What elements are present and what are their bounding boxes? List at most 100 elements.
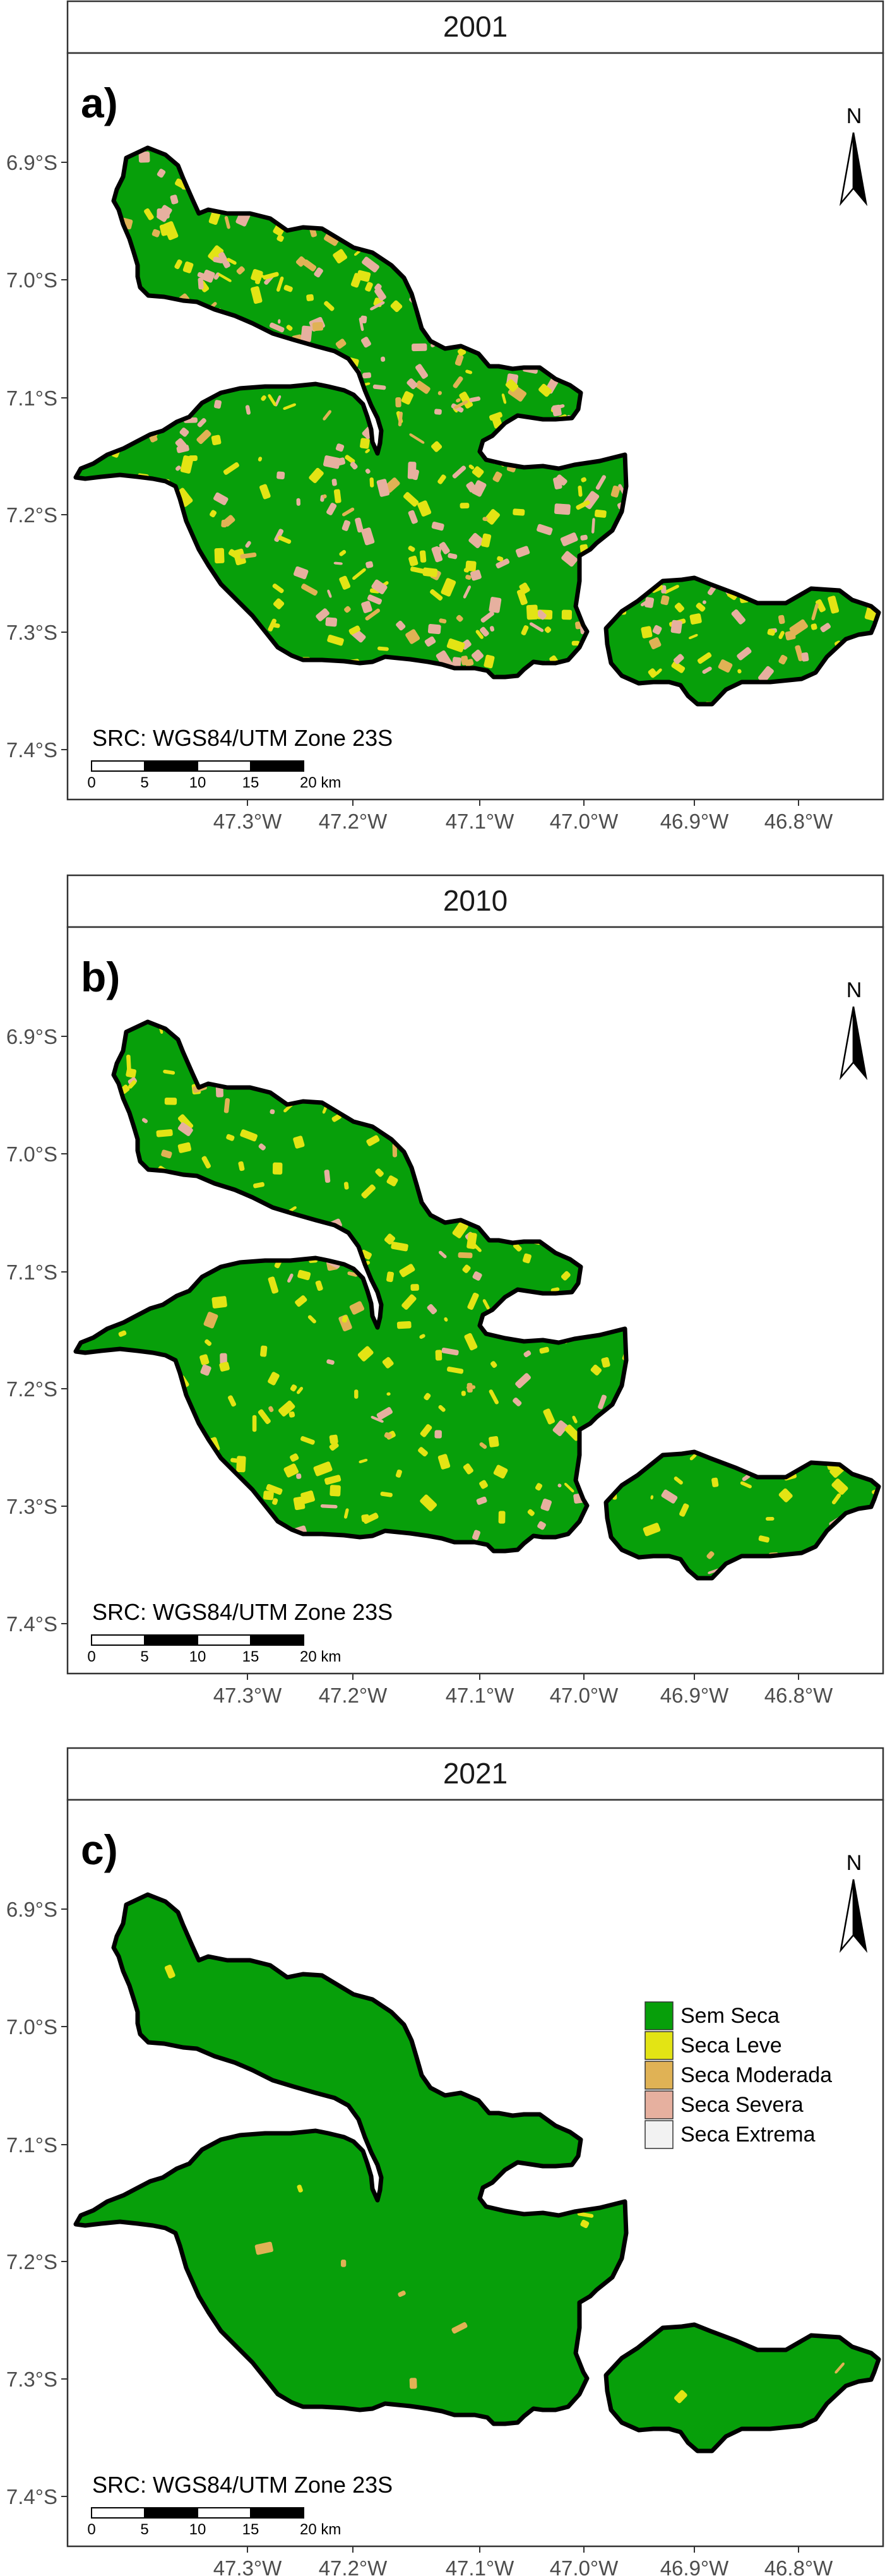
patch-orange: [349, 1301, 365, 1315]
patch-yellow: [578, 485, 583, 497]
patch-pink: [580, 534, 588, 541]
patch-yellow: [118, 1330, 127, 1337]
patch-yellow: [461, 1391, 466, 1396]
patch-yellow: [266, 1483, 283, 1495]
region-main-outline: [73, 145, 629, 680]
patch-orange: [458, 1252, 473, 1259]
patch-yellow: [258, 457, 263, 462]
patch-pink: [275, 395, 282, 407]
patch-yellow: [273, 598, 285, 609]
patch-yellow: [228, 549, 241, 560]
patch-yellow: [210, 510, 217, 518]
patch-pink: [424, 636, 436, 647]
north-label: N: [846, 978, 862, 1002]
patch-orange: [398, 2291, 406, 2297]
legend-label: Sem Seca: [680, 2004, 780, 2028]
panel-letter: a): [81, 80, 118, 126]
patch-pink: [537, 1521, 546, 1530]
patch-yellow: [663, 585, 679, 594]
patch-pink: [463, 585, 471, 599]
patch-orange: [706, 1551, 715, 1559]
scale-bar-label: 5: [140, 774, 148, 791]
patch-yellow: [679, 1503, 689, 1517]
patch-yellow: [272, 1162, 283, 1175]
patch-pink: [670, 620, 682, 634]
region-main-outline: [73, 1892, 629, 2426]
patch-yellow: [211, 434, 222, 445]
legend-swatch: [644, 2120, 674, 2149]
patch-pink: [320, 1504, 338, 1509]
x-tick-label: 47.2°W: [319, 810, 388, 833]
patch-yellow: [286, 325, 293, 331]
patch-yellow: [276, 276, 284, 292]
patch-pink: [200, 1364, 211, 1376]
patch-yellow: [263, 272, 279, 280]
patch-yellow: [272, 584, 284, 594]
patch-pink: [177, 1122, 193, 1136]
y-tick-label: 6.9°S: [6, 1025, 57, 1048]
patch-pink: [296, 498, 300, 506]
patch-pink: [245, 541, 251, 548]
patch-yellow: [399, 1264, 415, 1278]
x-tick-label: 47.1°W: [446, 810, 514, 833]
patch-yellow: [475, 630, 484, 639]
patch-yellow: [641, 626, 653, 638]
patch-orange: [223, 1098, 230, 1113]
y-tick-label: 6.9°S: [6, 1898, 57, 1921]
y-tick-label: 7.1°S: [6, 2133, 57, 2157]
x-tick-label: 47.0°W: [550, 1684, 619, 1707]
patch-yellow: [324, 1475, 342, 1485]
patch-orange: [835, 2362, 845, 2374]
patch-yellow: [395, 1469, 402, 1478]
patch-pink: [471, 649, 484, 662]
patch-pink: [801, 652, 809, 662]
y-tick-label: 7.2°S: [6, 2250, 57, 2273]
patch-yellow: [365, 448, 370, 453]
patch-yellow: [424, 1393, 431, 1401]
patch-yellow: [601, 1357, 610, 1368]
patch-pink: [141, 1118, 148, 1123]
patch-yellow: [420, 1494, 437, 1512]
patch-yellow: [430, 589, 443, 601]
patch-pink: [448, 553, 458, 560]
patch-yellow: [228, 1395, 237, 1407]
patch-yellow: [227, 258, 237, 265]
patch-orange: [312, 321, 324, 332]
patch-yellow: [580, 2219, 590, 2229]
patch-orange: [479, 1442, 487, 1449]
patch-yellow: [576, 500, 590, 510]
y-tick-label: 7.0°S: [6, 268, 57, 292]
scale-bar-label: 0: [87, 1648, 95, 1665]
patch-pink: [529, 622, 544, 632]
patch-yellow: [251, 286, 263, 304]
patch-yellow: [313, 1461, 333, 1477]
legend-swatch: [644, 2001, 674, 2030]
patch-orange: [451, 2322, 468, 2334]
patch-pink: [595, 475, 607, 490]
patch-orange: [151, 229, 160, 237]
patch-pink: [427, 624, 441, 635]
patch-pink: [350, 462, 358, 470]
patch-yellow: [408, 546, 415, 552]
scale-bar: 0 5 10 15 20 km: [87, 1634, 341, 1665]
patch-yellow: [240, 1129, 258, 1142]
patch-yellow: [180, 455, 194, 474]
patch-yellow: [342, 1315, 348, 1323]
map-panel-2010: 2010 b) 6.9°S 7.0°S 7.1°S 7.2°S 7.3°S 7.4°S 47.3…: [6, 874, 884, 1707]
patch-yellow: [465, 369, 473, 374]
patch-pink: [439, 542, 450, 554]
patch-pink: [359, 317, 364, 332]
patch-pink: [644, 597, 655, 608]
crs-label: SRC: WGS84/UTM Zone 23S: [92, 1599, 393, 1625]
patch-yellow: [359, 1458, 368, 1464]
patch-pink: [554, 503, 571, 515]
panel-letter: b): [81, 954, 120, 1000]
scale-bar-label: 0: [87, 2521, 95, 2538]
facet-strip: [66, 874, 884, 928]
patch-yellow: [444, 1317, 448, 1322]
patch-yellow: [366, 1135, 380, 1146]
patch-orange: [466, 1382, 473, 1393]
patch-yellow: [339, 549, 347, 556]
patch-pink: [480, 626, 489, 637]
y-tick-label: 6.9°S: [6, 151, 57, 174]
